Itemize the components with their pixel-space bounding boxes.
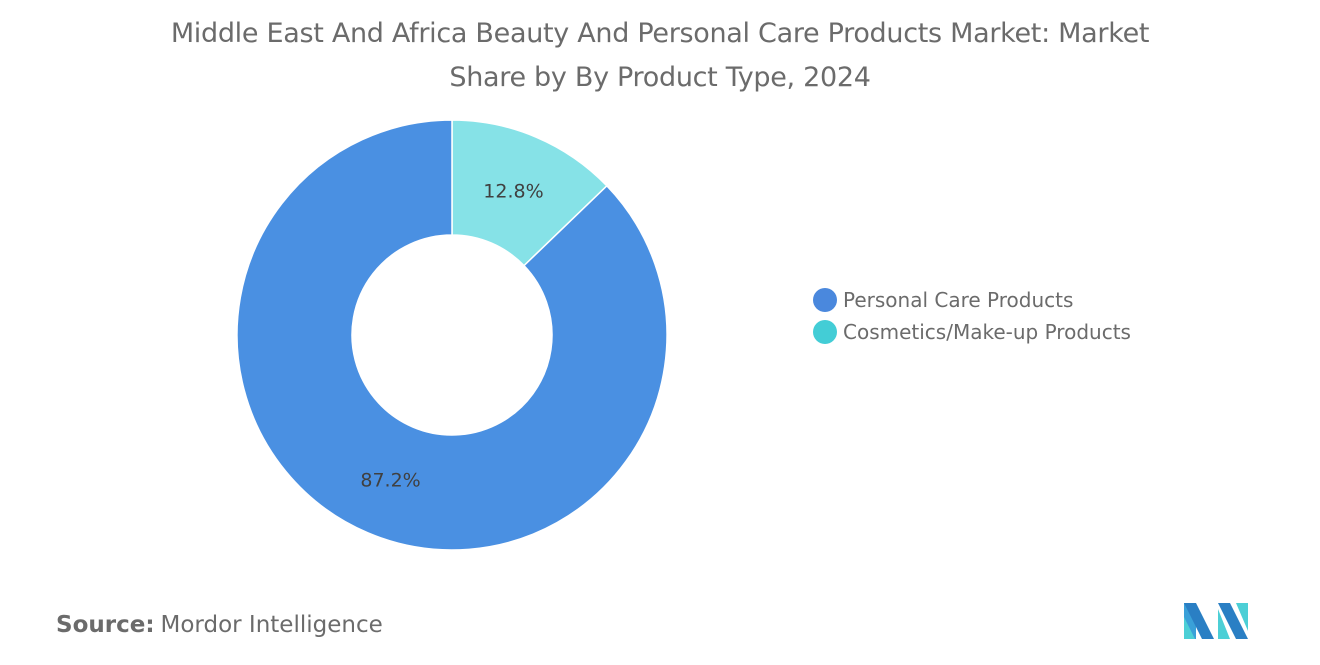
legend-swatch xyxy=(813,320,837,344)
legend-item-cosmetics[interactable]: Cosmetics/Make-up Products xyxy=(813,316,1131,348)
legend: Personal Care Products Cosmetics/Make-up… xyxy=(813,284,1131,348)
source-label: Source: xyxy=(56,612,155,638)
legend-label: Personal Care Products xyxy=(843,288,1074,312)
legend-item-personal-care[interactable]: Personal Care Products xyxy=(813,284,1131,316)
slice-personal-care-products[interactable] xyxy=(236,119,668,551)
mordor-intelligence-logo xyxy=(1184,603,1248,639)
data-label: 12.8% xyxy=(483,181,543,203)
slice-cosmetics-make-up-products[interactable] xyxy=(451,119,608,267)
legend-swatch xyxy=(813,288,837,312)
chart-title: Middle East And Africa Beauty And Person… xyxy=(170,18,1150,93)
source-value: Mordor Intelligence xyxy=(160,612,383,638)
legend-label: Cosmetics/Make-up Products xyxy=(843,320,1131,344)
data-label: 87.2% xyxy=(360,469,420,491)
source-note: Source: Mordor Intelligence xyxy=(56,612,383,638)
